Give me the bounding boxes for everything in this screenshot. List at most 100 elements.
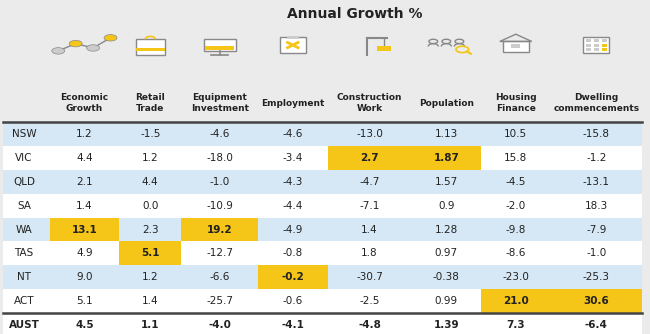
Bar	[502, 41, 529, 51]
Text: 1.39: 1.39	[434, 320, 459, 330]
Text: ACT: ACT	[14, 296, 34, 306]
Text: -25.7: -25.7	[206, 296, 233, 306]
Bar	[136, 48, 164, 51]
Text: 1.87: 1.87	[434, 153, 460, 163]
Text: -2.0: -2.0	[506, 201, 526, 211]
Text: 1.2: 1.2	[76, 129, 93, 139]
Text: -4.9: -4.9	[283, 224, 303, 234]
Text: -1.0: -1.0	[586, 248, 606, 258]
Text: Economic
Growth: Economic Growth	[60, 93, 109, 113]
Text: 1.4: 1.4	[76, 201, 93, 211]
Bar	[594, 44, 599, 47]
Text: 7.3: 7.3	[506, 320, 525, 330]
Text: -4.8: -4.8	[358, 320, 381, 330]
Text: -2.5: -2.5	[359, 296, 380, 306]
Text: -0.2: -0.2	[281, 272, 304, 282]
Bar	[551, 289, 642, 313]
Text: -4.7: -4.7	[359, 177, 380, 187]
Circle shape	[52, 48, 65, 54]
Bar	[3, 170, 642, 194]
Bar	[3, 146, 642, 170]
Bar	[3, 313, 642, 334]
Text: 0.9: 0.9	[438, 201, 454, 211]
Text: -4.6: -4.6	[209, 129, 230, 139]
Text: Employment: Employment	[261, 99, 324, 108]
Text: 2.7: 2.7	[360, 153, 379, 163]
Text: 9.0: 9.0	[76, 272, 93, 282]
Bar	[136, 39, 164, 55]
Bar	[481, 289, 551, 313]
Text: Dwelling
commencements: Dwelling commencements	[553, 93, 640, 113]
Bar	[586, 39, 591, 42]
Text: -13.1: -13.1	[582, 177, 610, 187]
Text: -1.2: -1.2	[586, 153, 606, 163]
Bar	[119, 241, 181, 265]
Bar	[136, 39, 164, 55]
Text: 1.8: 1.8	[361, 248, 378, 258]
Text: 19.2: 19.2	[207, 224, 233, 234]
Text: 1.57: 1.57	[435, 177, 458, 187]
Bar	[594, 39, 599, 42]
Bar	[3, 241, 642, 265]
Text: 1.2: 1.2	[142, 272, 159, 282]
Text: WA: WA	[16, 224, 32, 234]
Circle shape	[70, 40, 82, 47]
Bar	[181, 218, 258, 241]
Text: 2.3: 2.3	[142, 224, 159, 234]
Text: -10.9: -10.9	[206, 201, 233, 211]
Bar	[49, 218, 119, 241]
Text: 4.9: 4.9	[76, 248, 93, 258]
Text: 30.6: 30.6	[583, 296, 609, 306]
Text: Construction
Work: Construction Work	[337, 93, 402, 113]
Bar	[280, 37, 306, 53]
Bar	[3, 265, 642, 289]
Text: 0.0: 0.0	[142, 201, 159, 211]
Text: -1.5: -1.5	[140, 129, 161, 139]
Text: -1.0: -1.0	[209, 177, 230, 187]
Text: -4.3: -4.3	[283, 177, 303, 187]
Text: 1.1: 1.1	[141, 320, 159, 330]
Text: -3.4: -3.4	[283, 153, 303, 163]
Text: -4.1: -4.1	[281, 320, 304, 330]
Text: 1.4: 1.4	[142, 296, 159, 306]
Text: -9.8: -9.8	[506, 224, 526, 234]
Text: 0.97: 0.97	[435, 248, 458, 258]
Text: AUST: AUST	[8, 320, 40, 330]
Bar	[203, 39, 236, 51]
Text: 18.3: 18.3	[584, 201, 608, 211]
Text: 13.1: 13.1	[72, 224, 98, 234]
Text: 5.1: 5.1	[141, 248, 159, 258]
Text: VIC: VIC	[16, 153, 33, 163]
Bar	[3, 218, 642, 241]
Bar	[586, 48, 591, 51]
Text: -18.0: -18.0	[206, 153, 233, 163]
Bar	[583, 37, 609, 53]
Text: Housing
Finance: Housing Finance	[495, 93, 537, 113]
Text: 15.8: 15.8	[504, 153, 527, 163]
Text: NSW: NSW	[12, 129, 36, 139]
Text: 1.28: 1.28	[435, 224, 458, 234]
Text: Equipment
Investment: Equipment Investment	[190, 93, 249, 113]
Text: 2.1: 2.1	[76, 177, 93, 187]
Bar	[602, 44, 606, 47]
Text: NT: NT	[17, 272, 31, 282]
Text: Annual Growth %: Annual Growth %	[287, 7, 422, 21]
Bar	[328, 146, 411, 170]
Text: -0.6: -0.6	[283, 296, 303, 306]
Text: -4.5: -4.5	[506, 177, 526, 187]
Bar	[411, 146, 481, 170]
Text: -4.4: -4.4	[283, 201, 303, 211]
Text: -6.6: -6.6	[209, 272, 230, 282]
Text: 10.5: 10.5	[504, 129, 527, 139]
Text: -0.38: -0.38	[433, 272, 460, 282]
Bar	[594, 48, 599, 51]
Text: -12.7: -12.7	[206, 248, 233, 258]
Text: -15.8: -15.8	[582, 129, 610, 139]
Circle shape	[104, 35, 117, 41]
Bar	[205, 46, 234, 50]
Circle shape	[86, 45, 99, 51]
Bar	[512, 44, 520, 48]
Text: 1.4: 1.4	[361, 224, 378, 234]
Text: -30.7: -30.7	[356, 272, 383, 282]
Text: 0.99: 0.99	[435, 296, 458, 306]
